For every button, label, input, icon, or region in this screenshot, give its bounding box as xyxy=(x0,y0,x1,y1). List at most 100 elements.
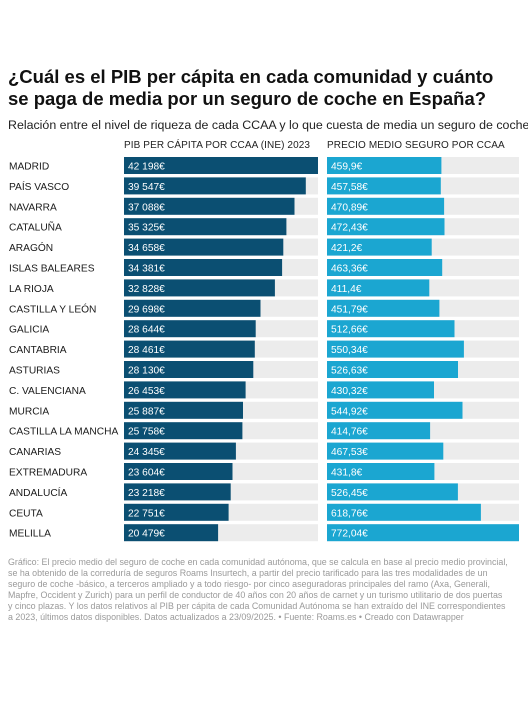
seguro-bar xyxy=(327,524,519,542)
seguro-bar xyxy=(327,422,431,440)
pib-value-label: 28 644€ xyxy=(128,325,165,336)
pib-value-label: 25 887€ xyxy=(128,406,165,417)
pib-value-label: 35 325€ xyxy=(128,223,165,234)
seguro-value-label: 421,2€ xyxy=(331,243,362,254)
seguro-value-label: 526,45€ xyxy=(331,488,368,499)
chart-title: ¿Cuál es el PIB per cápita en cada comun… xyxy=(8,66,494,109)
row-label: CANARIAS xyxy=(9,447,61,458)
seguro-bar xyxy=(327,340,464,358)
seguro-bar xyxy=(327,218,445,236)
pib-value-label: 28 461€ xyxy=(128,345,165,356)
pib-bar xyxy=(124,259,283,276)
seguro-bar xyxy=(327,401,463,419)
row-label: CASTILLA LA MANCHA xyxy=(9,427,118,438)
seguro-bar xyxy=(327,381,434,399)
seguro-value-label: 467,53€ xyxy=(331,447,368,458)
seguro-value-label: 470,89€ xyxy=(331,202,368,213)
row-label: MELILLA xyxy=(9,529,51,540)
seguro-value-label: 459,9€ xyxy=(331,162,362,173)
row-label: LA RIOJA xyxy=(9,284,54,295)
pib-value-label: 26 453€ xyxy=(128,386,165,397)
seguro-value-label: 526,63€ xyxy=(331,366,368,377)
seguro-value-label: 451,79€ xyxy=(331,304,368,315)
pib-value-label: 22 751€ xyxy=(128,508,165,519)
seguro-bar xyxy=(327,503,481,521)
pib-bar xyxy=(124,218,287,236)
seguro-bar xyxy=(327,238,432,256)
seguro-value-label: 772,04€ xyxy=(331,529,368,540)
pib-value-label: 34 381€ xyxy=(128,264,165,275)
pib-bar xyxy=(124,422,243,440)
seguro-bar xyxy=(327,177,441,195)
pib-value-label: 39 547€ xyxy=(128,182,165,193)
pib-bar xyxy=(124,442,236,460)
row-label: CANTABRIA xyxy=(9,345,67,356)
pib-bar xyxy=(124,401,243,419)
seguro-bar xyxy=(327,320,455,338)
pib-bar xyxy=(124,320,256,338)
pib-value-label: 32 828€ xyxy=(128,284,165,295)
pib-bar xyxy=(124,197,295,215)
pib-bar xyxy=(124,361,254,378)
pib-bar xyxy=(124,381,246,399)
seguro-value-label: 431,8€ xyxy=(331,468,362,479)
seguro-value-label: 463,36€ xyxy=(331,264,368,275)
pib-value-label: 34 658€ xyxy=(128,243,165,254)
row-label: EXTREMADURA xyxy=(9,468,87,479)
seguro-bar xyxy=(327,483,458,501)
row-label: GALICIA xyxy=(9,325,49,336)
seguro-value-label: 618,76€ xyxy=(331,508,368,519)
pib-value-label: 25 758€ xyxy=(128,427,165,438)
row-label: ASTURIAS xyxy=(9,366,60,377)
seguro-bar xyxy=(327,279,430,297)
seguro-column-header: PRECIO MEDIO SEGURO POR CCAA xyxy=(327,140,505,151)
row-label: MURCIA xyxy=(9,406,49,417)
row-label: ARAGÓN xyxy=(9,241,53,254)
seguro-bar xyxy=(327,197,445,215)
row-label: C. VALENCIANA xyxy=(9,386,86,397)
pib-value-label: 23 604€ xyxy=(128,468,165,479)
pib-bar xyxy=(124,463,233,480)
pib-value-label: 23 218€ xyxy=(128,488,165,499)
row-label: CEUTA xyxy=(9,508,43,519)
seguro-bar xyxy=(327,361,458,378)
pib-column-header: PIB PER CÁPITA POR CCAA (INE) 2023 xyxy=(124,140,311,151)
seguro-value-label: 472,43€ xyxy=(331,223,368,234)
pib-bar xyxy=(124,157,318,174)
pib-bar xyxy=(124,503,229,521)
row-label: ANDALUCÍA xyxy=(9,486,68,499)
pib-bar xyxy=(124,340,255,358)
seguro-value-label: 550,34€ xyxy=(331,345,368,356)
seguro-value-label: 457,58€ xyxy=(331,182,368,193)
pib-bar xyxy=(124,483,231,501)
seguro-bar xyxy=(327,157,442,174)
chart-footer-notes: Gráfico: El precio medio del seguro de c… xyxy=(8,557,508,622)
pib-value-label: 24 345€ xyxy=(128,447,165,458)
row-label: NAVARRA xyxy=(9,202,57,213)
seguro-value-label: 414,76€ xyxy=(331,427,368,438)
pib-value-label: 28 130€ xyxy=(128,366,165,377)
pib-bar xyxy=(124,177,306,195)
chart-subtitle: Relación entre el nivel de riqueza de ca… xyxy=(8,118,528,132)
row-label: ISLAS BALEARES xyxy=(9,264,95,275)
seguro-value-label: 430,32€ xyxy=(331,386,368,397)
row-label: CASTILLA Y LEÓN xyxy=(9,302,96,315)
pib-bar xyxy=(124,299,261,317)
seguro-bar xyxy=(327,299,440,317)
pib-value-label: 42 198€ xyxy=(128,162,165,173)
pib-value-label: 29 698€ xyxy=(128,304,165,315)
seguro-value-label: 544,92€ xyxy=(331,406,368,417)
row-label: CATALUÑA xyxy=(9,221,62,234)
row-label: PAÍS VASCO xyxy=(9,180,69,193)
pib-bar xyxy=(124,279,275,297)
pib-bar xyxy=(124,524,219,542)
seguro-value-label: 512,66€ xyxy=(331,325,368,336)
seguro-bar xyxy=(327,463,435,480)
row-label: MADRID xyxy=(9,162,49,173)
seguro-bar xyxy=(327,259,443,276)
seguro-value-label: 411,4€ xyxy=(331,284,362,295)
pib-value-label: 37 088€ xyxy=(128,202,165,213)
seguro-bar xyxy=(327,442,444,460)
pib-value-label: 20 479€ xyxy=(128,529,165,540)
